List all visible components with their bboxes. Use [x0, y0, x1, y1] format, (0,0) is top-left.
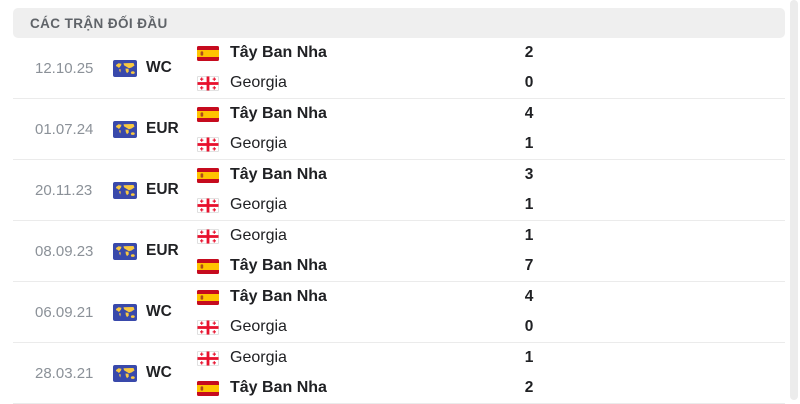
competition-code: WC [146, 364, 172, 381]
match-date: 12.10.25 [35, 59, 94, 77]
world-map-icon [113, 59, 137, 77]
match-date: 20.11.23 [35, 181, 93, 199]
team-row[interactable]: Georgia 0 [197, 312, 785, 342]
team-row[interactable]: Georgia 1 [197, 190, 785, 220]
team-name: Georgia [230, 196, 287, 213]
team-pair: Tây Ban Nha 2 [197, 38, 785, 98]
competition: EUR [113, 181, 197, 199]
match-row[interactable]: 12.10.25 WC [13, 38, 785, 99]
team-name: Georgia [230, 318, 287, 335]
spain-flag-icon [197, 167, 219, 183]
competition-code: EUR [146, 120, 179, 137]
team-score: 7 [524, 257, 534, 274]
team-row[interactable]: Georgia 1 [197, 221, 785, 251]
team-name: Georgia [230, 135, 287, 152]
team-score: 0 [524, 318, 534, 335]
team-row[interactable]: Tây Ban Nha 3 [197, 160, 785, 190]
team-pair: Tây Ban Nha 3 [197, 160, 785, 220]
team-score: 0 [524, 74, 534, 91]
team-name: Tây Ban Nha [230, 44, 327, 61]
spain-flag-icon [197, 106, 219, 122]
team-name: Tây Ban Nha [230, 379, 327, 396]
spain-flag-icon [197, 258, 219, 274]
match-row[interactable]: 28.03.21 WC [13, 343, 785, 404]
team-score: 3 [524, 166, 534, 183]
team-score: 1 [524, 135, 534, 152]
team-row[interactable]: Georgia 0 [197, 68, 785, 98]
match-date: 08.09.23 [35, 242, 94, 260]
competition-code: WC [146, 303, 172, 320]
team-row[interactable]: Tây Ban Nha 7 [197, 251, 785, 281]
spain-flag-icon [197, 289, 219, 305]
match-date: 28.03.21 [35, 364, 94, 382]
georgia-flag-icon [197, 197, 219, 213]
competition-code: WC [146, 59, 172, 76]
competition-code: EUR [146, 181, 179, 198]
competition: WC [113, 59, 197, 77]
world-map-icon [113, 181, 137, 199]
team-row[interactable]: Tây Ban Nha 4 [197, 99, 785, 129]
team-score: 2 [524, 44, 534, 61]
world-map-icon [113, 242, 137, 260]
team-score: 1 [524, 227, 534, 244]
georgia-flag-icon [197, 75, 219, 91]
competition: WC [113, 364, 197, 382]
match-row[interactable]: 20.11.23 EUR [13, 160, 785, 221]
georgia-flag-icon [197, 228, 219, 244]
world-map-icon [113, 364, 137, 382]
team-score: 1 [524, 196, 534, 213]
team-name: Tây Ban Nha [230, 105, 327, 122]
competition-code: EUR [146, 242, 179, 259]
section-header: CÁC TRẬN ĐỐI ĐẦU [13, 8, 785, 38]
spain-flag-icon [197, 380, 219, 396]
match-list: 12.10.25 WC [13, 38, 785, 404]
scrollbar[interactable] [790, 0, 798, 400]
team-pair: Tây Ban Nha 4 [197, 282, 785, 342]
team-row[interactable]: Georgia 1 [197, 129, 785, 159]
competition: EUR [113, 242, 197, 260]
match-row[interactable]: 06.09.21 WC [13, 282, 785, 343]
team-pair: Tây Ban Nha 4 [197, 99, 785, 159]
team-row[interactable]: Georgia 1 [197, 343, 785, 373]
team-pair: Georgia 1 [197, 343, 785, 403]
match-row[interactable]: 08.09.23 EUR [13, 221, 785, 282]
team-name: Tây Ban Nha [230, 288, 327, 305]
team-name: Georgia [230, 74, 287, 91]
competition: EUR [113, 120, 197, 138]
match-row[interactable]: 01.07.24 EUR [13, 99, 785, 160]
section-title: CÁC TRẬN ĐỐI ĐẦU [30, 15, 168, 31]
team-score: 1 [524, 349, 534, 366]
match-date: 01.07.24 [35, 120, 94, 138]
team-score: 4 [524, 288, 534, 305]
team-row[interactable]: Tây Ban Nha 4 [197, 282, 785, 312]
georgia-flag-icon [197, 350, 219, 366]
match-date: 06.09.21 [35, 303, 94, 321]
georgia-flag-icon [197, 319, 219, 335]
spain-flag-icon [197, 45, 219, 61]
team-score: 4 [524, 105, 534, 122]
world-map-icon [113, 120, 137, 138]
georgia-flag-icon [197, 136, 219, 152]
team-name: Tây Ban Nha [230, 257, 327, 274]
team-name: Georgia [230, 349, 287, 366]
team-name: Tây Ban Nha [230, 166, 327, 183]
team-row[interactable]: Tây Ban Nha 2 [197, 38, 785, 68]
competition: WC [113, 303, 197, 321]
team-pair: Georgia 1 [197, 221, 785, 281]
team-name: Georgia [230, 227, 287, 244]
world-map-icon [113, 303, 137, 321]
team-row[interactable]: Tây Ban Nha 2 [197, 373, 785, 403]
team-score: 2 [524, 379, 534, 396]
